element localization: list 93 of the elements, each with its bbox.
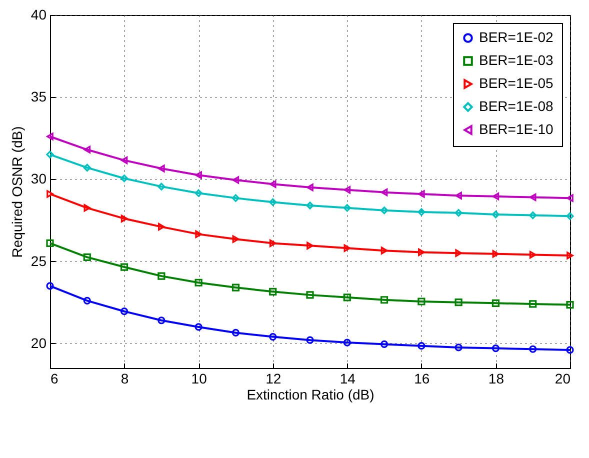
point [380, 188, 388, 196]
point [566, 252, 574, 260]
y-tick-label: 35 [30, 88, 47, 105]
legend-label: BER=1E-05 [479, 75, 554, 91]
point [492, 192, 500, 200]
x-tick-label: 16 [414, 370, 430, 386]
point [46, 150, 54, 158]
point [46, 190, 54, 198]
point [455, 192, 462, 200]
y-tick-label: 25 [30, 252, 47, 269]
point [306, 202, 314, 210]
point [269, 333, 277, 341]
point [232, 284, 240, 292]
point [418, 248, 425, 256]
point [529, 345, 537, 353]
x-tick-label: 14 [340, 370, 356, 386]
point [269, 288, 277, 296]
point [194, 323, 202, 331]
legend-label: BER=1E-02 [479, 29, 554, 45]
point [566, 300, 574, 309]
point [46, 132, 54, 140]
point [158, 272, 166, 280]
point [529, 250, 536, 259]
point [158, 164, 165, 172]
point [492, 344, 500, 352]
point [492, 210, 500, 218]
point [232, 235, 240, 243]
point [492, 299, 500, 307]
x-tick-label: 18 [488, 370, 504, 386]
point [418, 208, 426, 216]
point [84, 204, 91, 212]
point [195, 171, 202, 179]
point [120, 308, 128, 316]
point [83, 164, 91, 172]
point [120, 214, 128, 222]
point [158, 316, 166, 324]
point [492, 250, 500, 258]
point [454, 209, 462, 217]
point [343, 338, 351, 346]
point [306, 184, 314, 192]
legend-label: BER=1E-10 [479, 121, 554, 137]
point [306, 336, 314, 344]
point [455, 249, 462, 257]
point [269, 239, 276, 248]
point [418, 190, 425, 198]
y-tick-label: 20 [30, 334, 47, 351]
point [380, 206, 388, 214]
point [194, 278, 202, 286]
point [46, 239, 54, 248]
x-tick-label: 6 [50, 370, 58, 386]
point [454, 344, 462, 352]
y-tick-label: 30 [30, 170, 47, 187]
point [344, 244, 351, 252]
x-axis-title: Extinction Ratio (dB) [246, 386, 374, 402]
point [269, 180, 276, 188]
point [232, 328, 240, 336]
point [344, 186, 351, 194]
point [529, 212, 537, 220]
point [232, 194, 240, 202]
legend-label: BER=1E-03 [479, 52, 554, 68]
x-tick-label: 8 [120, 370, 129, 386]
point [158, 182, 166, 190]
point [566, 212, 574, 220]
point [418, 342, 426, 350]
point [306, 242, 314, 250]
point [120, 156, 128, 164]
point [529, 300, 537, 308]
point [566, 194, 574, 202]
point [306, 291, 314, 299]
point [84, 146, 91, 154]
point [83, 296, 91, 304]
y-tick-label: 40 [30, 6, 47, 22]
point [83, 253, 91, 261]
point [380, 246, 388, 254]
point [380, 296, 388, 304]
point [194, 189, 202, 197]
point [454, 298, 462, 306]
point [232, 176, 240, 184]
point [120, 174, 128, 182]
point [195, 230, 202, 238]
point [343, 294, 351, 302]
point [529, 193, 536, 202]
point [343, 204, 351, 212]
y-axis-title: Required OSNR (dB) [8, 126, 25, 258]
point [120, 263, 128, 271]
point [158, 223, 165, 231]
point [380, 340, 388, 348]
point [269, 198, 277, 206]
x-tick-label: 20 [554, 370, 571, 386]
x-tick-label: 10 [191, 370, 208, 386]
x-tick-label: 12 [266, 370, 282, 386]
point [418, 298, 426, 306]
legend-label: BER=1E-08 [479, 98, 554, 114]
